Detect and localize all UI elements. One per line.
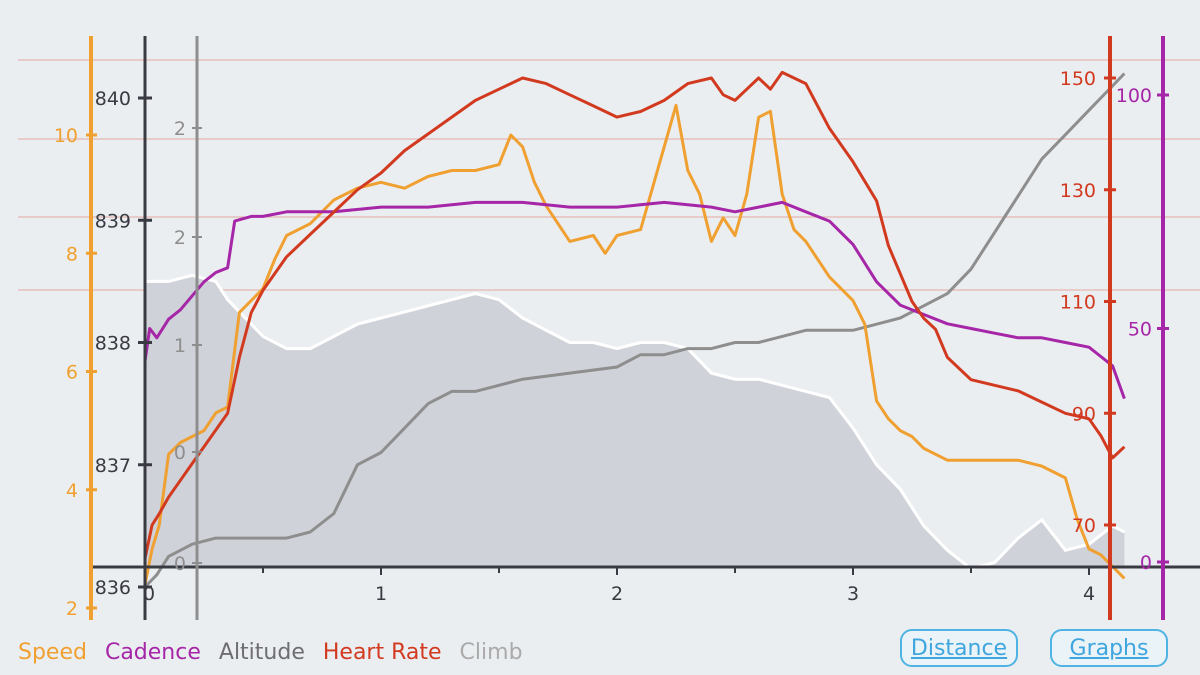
series-line-speed [143,103,1126,585]
speed-tick-label: 4 [66,480,78,502]
climb-tick-label: 0 [174,553,186,575]
x-tick-label: 4 [1083,583,1095,605]
speed-tick-label: 10 [54,125,78,147]
legend-climb: Climb [459,640,523,665]
climb-tick-label: 2 [174,227,186,249]
x-tick-label: 3 [847,583,859,605]
cadence-tick-label: 0 [1140,552,1152,574]
axes: 0 1 2 3 4 2 4 6 8 10 836 837 838 839 840 0 0 1 2 2 70 90 110 13… [54,36,1200,620]
legend: Speed Cadence Altitude Heart Rate Climb [18,640,523,665]
altitude-tick-label: 839 [95,210,131,232]
heart-rate-tick-label: 130 [1060,180,1096,202]
cadence-tick-label: 100 [1116,85,1152,107]
x-tick-label: 2 [611,583,623,605]
graphs-button[interactable]: Graphs [1050,629,1168,667]
heart-rate-tick-label: 70 [1072,515,1096,537]
speed-tick-label: 2 [66,598,78,620]
legend-cadence: Cadence [104,640,201,665]
altitude-tick-label: 840 [95,88,131,110]
series-lines [143,70,1126,589]
series-line-altitude [143,72,1126,589]
heart-rate-tick-label: 90 [1072,403,1096,425]
x-tick-label: 1 [375,583,387,605]
climb-tick-label: 2 [174,118,186,140]
series-line-cadence [143,200,1126,400]
altitude-tick-label: 836 [95,577,131,599]
speed-tick-label: 8 [66,243,78,265]
heart-rate-tick-label: 110 [1060,292,1096,314]
gridlines [18,59,1200,291]
climb-area [145,275,1125,569]
distance-button[interactable]: Distance [900,629,1018,667]
legend-heart-rate: Heart Rate [322,640,442,665]
speed-tick-label: 6 [66,362,78,384]
legend-speed: Speed [18,640,87,665]
climb-tick-label: 0 [174,442,186,464]
altitude-tick-label: 837 [95,455,131,477]
series-line-heart-rate [143,70,1126,559]
altitude-tick-label: 838 [95,333,131,355]
cadence-tick-label: 50 [1128,319,1152,341]
climb-tick-label: 1 [174,335,186,357]
legend-altitude: Altitude [218,640,305,665]
heart-rate-tick-label: 150 [1060,68,1096,90]
